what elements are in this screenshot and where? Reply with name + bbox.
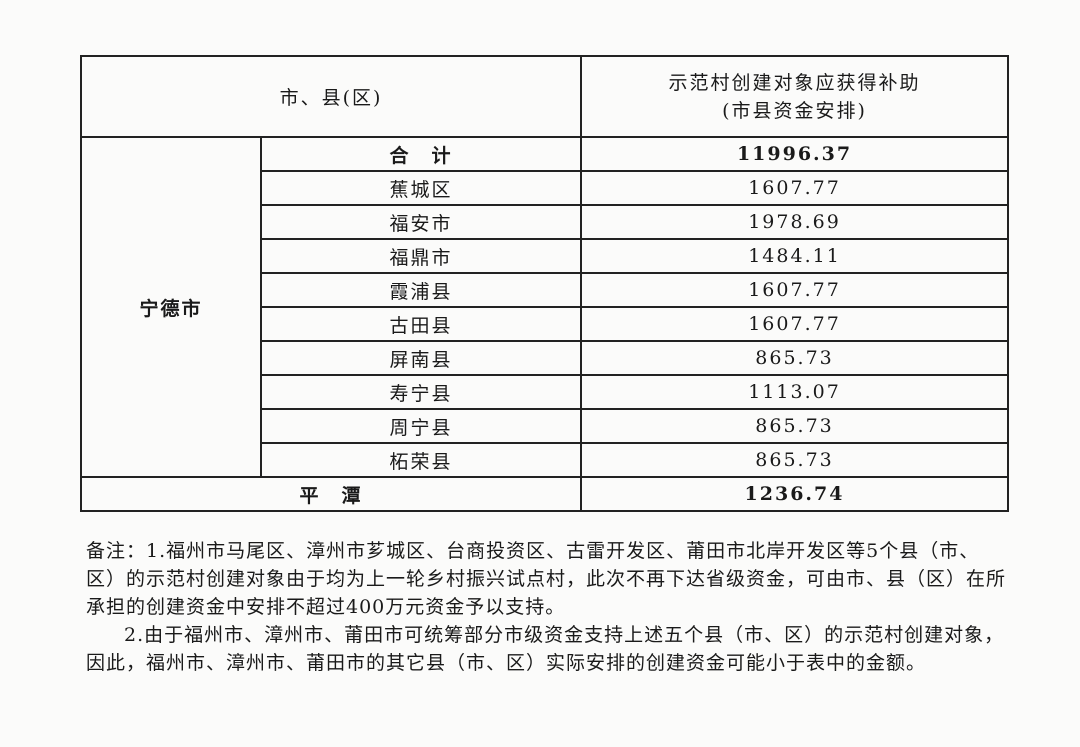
header-subsidy-line2: (市县资金安排) bbox=[722, 99, 867, 122]
row-name: 蕉城区 bbox=[259, 170, 583, 206]
row-name: 霞浦县 bbox=[259, 272, 583, 308]
row-name: 周宁县 bbox=[259, 408, 583, 444]
subsidy-table: 市、县(区) 示范村创建对象应获得补助 (市县资金安排) 宁德市 合 计 119… bbox=[79, 55, 1010, 512]
header-subsidy: 示范村创建对象应获得补助 (市县资金安排) bbox=[580, 55, 1010, 138]
row-name: 屏南县 bbox=[259, 340, 583, 376]
table-row: 福鼎市 1484.11 bbox=[81, 238, 1010, 274]
table-row: 蕉城区 1607.77 bbox=[81, 170, 1010, 206]
row-value: 1113.07 bbox=[580, 374, 1010, 410]
row-name: 福安市 bbox=[259, 204, 583, 240]
row-name: 平 潭 bbox=[79, 476, 583, 512]
note-2: 2.由于福州市、漳州市、莆田市可统筹部分市级资金支持上述五个县（市、区）的示范村… bbox=[86, 624, 1005, 674]
row-value: 1607.77 bbox=[580, 170, 1010, 206]
table-row: 柘荣县 865.73 bbox=[81, 442, 1010, 478]
row-value: 865.73 bbox=[580, 442, 1010, 478]
row-value: 865.73 bbox=[580, 408, 1010, 444]
note-1: 备注：1.福州市马尾区、漳州市芗城区、台商投资区、古雷开发区、莆田市北岸开发区等… bbox=[86, 540, 1007, 618]
row-name: 合 计 bbox=[259, 136, 583, 172]
row-name: 柘荣县 bbox=[259, 442, 583, 478]
header-subsidy-line1: 示范村创建对象应获得补助 bbox=[668, 71, 921, 94]
row-value: 11996.37 bbox=[580, 136, 1010, 172]
table-row: 霞浦县 1607.77 bbox=[81, 272, 1010, 308]
row-value: 1978.69 bbox=[580, 204, 1010, 240]
row-value: 1607.77 bbox=[580, 272, 1010, 308]
table-row: 屏南县 865.73 bbox=[81, 340, 1010, 376]
notes: 备注：1.福州市马尾区、漳州市芗城区、台商投资区、古雷开发区、莆田市北岸开发区等… bbox=[86, 537, 1006, 677]
table-row: 福安市 1978.69 bbox=[81, 204, 1010, 240]
row-value: 1236.74 bbox=[580, 476, 1010, 512]
table-row: 宁德市 合 计 11996.37 bbox=[80, 136, 1010, 478]
row-value: 1484.11 bbox=[580, 238, 1010, 274]
row-name: 寿宁县 bbox=[259, 374, 583, 410]
header-row: 市、县(区) 示范村创建对象应获得补助 (市县资金安排) bbox=[79, 55, 1010, 138]
table-row-pingtan: 平 潭 1236.74 bbox=[79, 476, 1010, 512]
table-row: 周宁县 865.73 bbox=[81, 408, 1010, 444]
row-value: 1607.77 bbox=[580, 306, 1010, 342]
row-value: 865.73 bbox=[580, 340, 1010, 376]
table-row: 古田县 1607.77 bbox=[81, 306, 1010, 342]
group-ningde: 宁德市 bbox=[80, 136, 262, 478]
table-row: 寿宁县 1113.07 bbox=[81, 374, 1010, 410]
row-name: 福鼎市 bbox=[259, 238, 583, 274]
header-region: 市、县(区) bbox=[79, 55, 583, 138]
row-name: 古田县 bbox=[259, 306, 583, 342]
